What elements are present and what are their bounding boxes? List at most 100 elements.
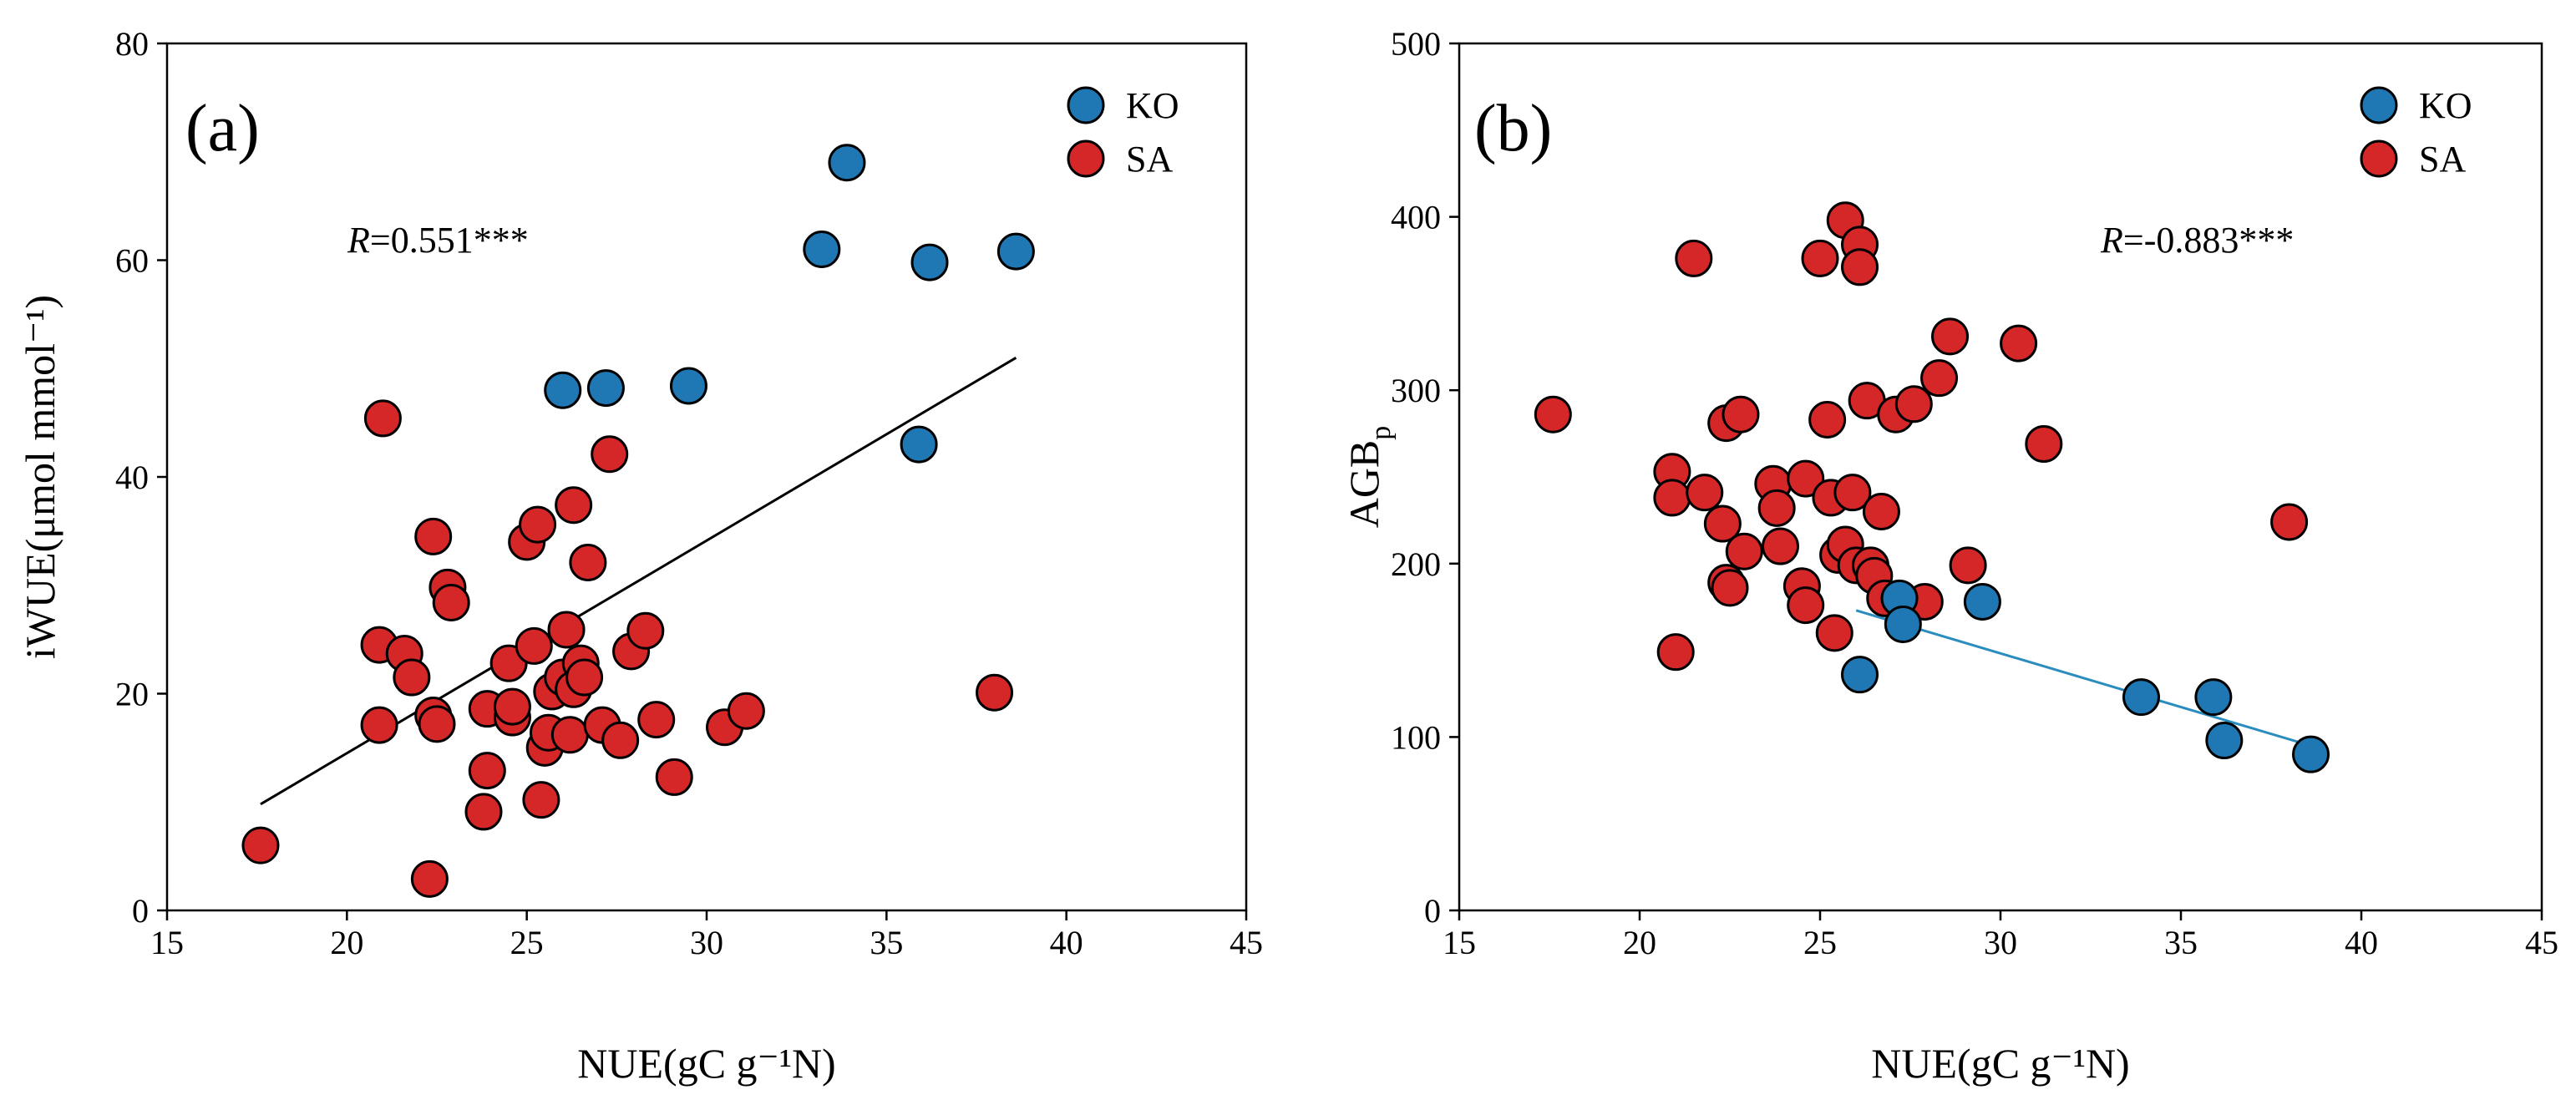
panel-b-point-sa <box>1808 400 1847 439</box>
panel-b-y-tick-label: 200 <box>1391 545 1441 583</box>
panel-a-y-axis-title: iWUE(μmol mmol⁻¹) <box>17 295 63 659</box>
panel-b-legend-marker-sa <box>2360 139 2398 178</box>
panel-a-x-tick-label: 30 <box>690 924 723 961</box>
panel-b-point-ko <box>2292 735 2330 773</box>
panel-a-x-tick-label: 25 <box>510 924 544 961</box>
panel-a-y-tick-label: 20 <box>115 676 149 713</box>
panel-b-point-sa <box>2270 503 2309 541</box>
panel-a-legend-marker-sa <box>1067 139 1105 178</box>
panel-b-ticks: 15 20 25 30 35 40 45 0 100 200 300 400 500 <box>1391 25 2558 961</box>
panel-b-point-sa <box>1725 532 1763 570</box>
panel-a-point-sa <box>637 701 676 739</box>
panel-b-point-ko <box>1841 656 1879 694</box>
panel-b-x-tick-label: 35 <box>2164 924 2198 961</box>
panel-a-point-sa <box>519 505 557 544</box>
panel-a-point-sa <box>241 826 280 864</box>
panel-b-point-ko <box>2122 678 2160 717</box>
panel-b-point-ko <box>1884 605 1922 643</box>
panel-a-point-ko <box>544 371 582 409</box>
panel-b-x-tick-label: 30 <box>1984 924 2017 961</box>
panel-b-label: (b) <box>1474 92 1552 165</box>
panel-a-point-sa <box>565 658 604 697</box>
panel-b-y-tick-label: 300 <box>1391 372 1441 409</box>
panel-b-x-tick-label: 40 <box>2345 924 2378 961</box>
panel-b-point-sa <box>1862 493 1900 531</box>
panel-a-point-ko <box>910 243 949 281</box>
panel-b-data-points <box>1534 201 2330 773</box>
panel-b-point-sa <box>1534 395 1572 433</box>
panel-a-point-ko <box>803 231 841 269</box>
panel-a-point-sa <box>493 687 531 726</box>
panel-a-point-sa <box>601 721 640 759</box>
panel-b-x-axis-title: NUE(gC g⁻¹N) <box>1871 1040 2129 1087</box>
panel-b-point-ko <box>2194 678 2233 717</box>
panel-a-point-sa <box>360 706 398 744</box>
panel-a-legend-marker-ko <box>1067 86 1105 124</box>
panel-b-y-tick-label: 100 <box>1391 718 1441 756</box>
panel-b-point-sa <box>1931 317 1970 356</box>
panel-a-x-tick-label: 20 <box>330 924 363 961</box>
panel-a-point-ko <box>900 425 938 464</box>
panel-b-point-sa <box>1653 479 1691 517</box>
panel-a-point-sa <box>468 752 506 790</box>
panel-a-legend-label-ko: KO <box>1126 85 1179 126</box>
panel-b-fit-line <box>1855 609 2311 748</box>
panel-a-point-sa <box>464 793 503 831</box>
panel-b-fit-line-group <box>1855 609 2311 748</box>
panel-b-point-sa <box>1656 633 1695 672</box>
panel-a-x-axis-title: NUE(gC g⁻¹N) <box>577 1040 835 1087</box>
panel-b-point-sa <box>1711 569 1749 607</box>
panel-a-point-sa <box>550 716 589 754</box>
panel-b-point-ko <box>1963 582 2001 621</box>
panel-b-point-sa <box>1757 489 1796 527</box>
panel-b-point-sa <box>1703 504 1742 543</box>
panel-b-point-sa <box>1815 614 1853 652</box>
panel-a-point-sa <box>363 399 402 438</box>
panel-a-x-tick-label: 40 <box>1050 924 1083 961</box>
panel-b-point-sa <box>1722 395 1760 433</box>
panel-a-point-sa <box>547 611 586 649</box>
panel-b-point-sa <box>2000 324 2038 362</box>
panel-b-y-tick-label: 0 <box>1424 892 1441 930</box>
panel-a-point-sa <box>626 611 665 650</box>
panel-a-point-sa <box>414 517 453 555</box>
panel-a-y-tick-label: 60 <box>115 242 149 280</box>
panel-b-point-sa <box>1833 474 1872 512</box>
panel-a-point-ko <box>669 367 707 405</box>
panel-a-point-sa <box>976 673 1014 712</box>
panel-a-point-ko <box>828 144 866 182</box>
panel-a-label: (a) <box>185 92 260 165</box>
panel-a-point-ko <box>996 232 1035 271</box>
panel-b-legend: KO SA <box>2360 85 2472 180</box>
panel-b-legend-label-ko: KO <box>2419 85 2472 126</box>
panel-a-x-tick-label: 35 <box>870 924 903 961</box>
panel-a-iwue-vs-nue: 15 20 25 30 35 40 45 0 20 40 60 80 (a) R=0.551*** K… <box>17 25 1263 1087</box>
panel-b-x-tick-label: 45 <box>2525 924 2558 961</box>
panel-b-point-sa <box>1686 474 1724 512</box>
panel-b-point-sa <box>1841 248 1879 286</box>
panel-b-point-sa <box>1894 385 1933 423</box>
panel-b-legend-marker-ko <box>2360 86 2398 124</box>
panel-a-ticks: 15 20 25 30 35 40 45 0 20 40 60 80 <box>115 25 1263 961</box>
panel-b-point-sa <box>1675 239 1713 277</box>
panel-b-point-sa <box>1787 586 1825 625</box>
panel-a-legend: KO SA <box>1067 85 1179 180</box>
panel-a-point-sa <box>522 781 560 819</box>
panel-a-legend-label-sa: SA <box>1126 139 1173 180</box>
panel-b-point-sa <box>2025 425 2063 464</box>
panel-b-y-tick-label: 500 <box>1391 25 1441 63</box>
panel-a-point-ko <box>586 369 625 408</box>
panel-a-point-sa <box>410 859 449 898</box>
panel-a-point-sa <box>418 705 456 743</box>
panel-a-point-sa <box>655 758 693 796</box>
panel-b-y-tick-label: 400 <box>1391 199 1441 236</box>
panel-a-y-tick-label: 0 <box>132 892 149 930</box>
panel-b-point-sa <box>1949 546 1987 585</box>
panel-b-point-sa <box>1920 359 1959 398</box>
panel-b-x-tick-label: 25 <box>1803 924 1837 961</box>
panel-a-point-sa <box>555 486 593 525</box>
panel-b-point-ko <box>2205 722 2244 760</box>
panel-a-point-sa <box>432 584 470 622</box>
panel-b-point-sa <box>1761 527 1799 565</box>
